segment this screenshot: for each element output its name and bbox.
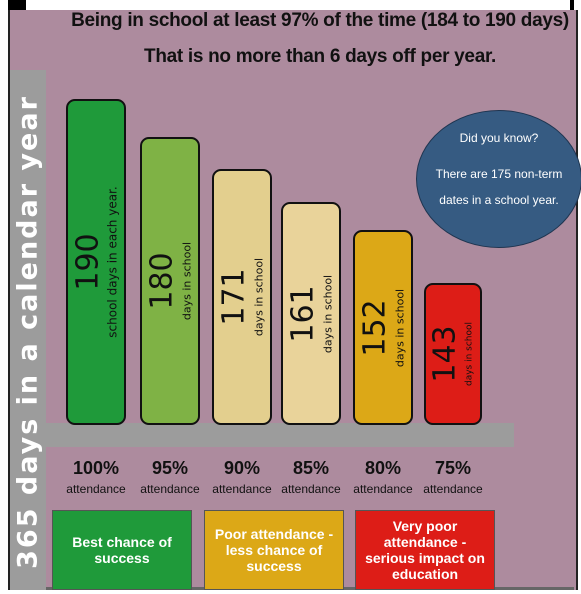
bar-90-pct: 171 days in school	[212, 169, 272, 425]
page-title: Being in school at least 97% of the time…	[71, 10, 569, 31]
bar-value-label: 143	[427, 325, 463, 383]
category-label: 100% attendance	[63, 458, 129, 496]
band-best-chance-label: Best chance of success	[72, 534, 172, 566]
bar-caption-label: days in school	[252, 257, 266, 337]
bar-75-pct: 143 days in school	[424, 283, 482, 425]
callout-question: Did you know?	[459, 131, 539, 145]
bar-caption-label: days in school	[464, 321, 475, 387]
calendar-sidebar	[10, 70, 46, 590]
bar-value-label: 171	[216, 268, 252, 326]
attendance-percent: 95%	[151, 458, 189, 478]
category-label: 85% attendance	[278, 458, 344, 496]
band-best-chance: Best chance of success	[52, 510, 192, 590]
attendance-sublabel: attendance	[212, 482, 272, 496]
bar-caption-label: days in school	[321, 274, 335, 353]
attendance-percent: 80%	[364, 458, 402, 478]
attendance-sublabel: attendance	[423, 482, 483, 496]
band-very-poor-attendance-label: Very poor attendance - serious impact on…	[365, 518, 485, 582]
calendar-year-label: 365 days in a calendar year	[12, 95, 44, 569]
attendance-percent: 75%	[434, 458, 472, 478]
category-label: 95% attendance	[137, 458, 203, 496]
page-subtitle: That is no more than 6 days off per year…	[144, 46, 496, 67]
category-label: 80% attendance	[350, 458, 416, 496]
band-poor-attendance-label: Poor attendance - less chance of success	[214, 526, 334, 574]
bar-value-label: 161	[285, 284, 321, 343]
bar-text: 152 days in school	[357, 288, 407, 367]
bar-caption-label: school days in each year.	[105, 186, 120, 338]
category-label: 90% attendance	[209, 458, 275, 496]
bar-100-pct: 190 school days in each year.	[66, 99, 126, 425]
bar-caption-label: days in school	[393, 288, 407, 367]
attendance-percent: 90%	[223, 458, 261, 478]
bar-value-label: 190	[70, 233, 106, 291]
band-very-poor-attendance: Very poor attendance - serious impact on…	[355, 510, 495, 590]
bar-text: 190 school days in each year.	[70, 186, 120, 338]
bar-caption-label: days in school	[180, 241, 194, 321]
top-border	[8, 0, 574, 10]
band-poor-attendance: Poor attendance - less chance of success	[204, 510, 344, 590]
attendance-sublabel: attendance	[66, 482, 126, 496]
chart-baseline	[46, 423, 514, 447]
bar-value-label: 180	[144, 252, 180, 310]
attendance-sublabel: attendance	[140, 482, 200, 496]
category-label: 75% attendance	[420, 458, 486, 496]
callout-fact: There are 175 non-term dates in a school…	[435, 167, 563, 207]
bar-text: 161 days in school	[285, 274, 335, 353]
attendance-percent: 85%	[292, 458, 330, 478]
attendance-sublabel: attendance	[353, 482, 413, 496]
bar-text: 171 days in school	[216, 257, 266, 337]
bar-95-pct: 180 days in school	[140, 137, 200, 425]
bar-80-pct: 152 days in school	[353, 230, 413, 425]
bar-text: 180 days in school	[144, 241, 194, 321]
did-you-know-callout: Did you know? There are 175 non-term dat…	[416, 110, 581, 248]
attendance-sublabel: attendance	[281, 482, 341, 496]
bar-text: 143 days in school	[427, 321, 477, 387]
attendance-percent: 100%	[72, 458, 120, 478]
bar-value-label: 152	[357, 298, 393, 357]
bar-85-pct: 161 days in school	[281, 202, 341, 425]
